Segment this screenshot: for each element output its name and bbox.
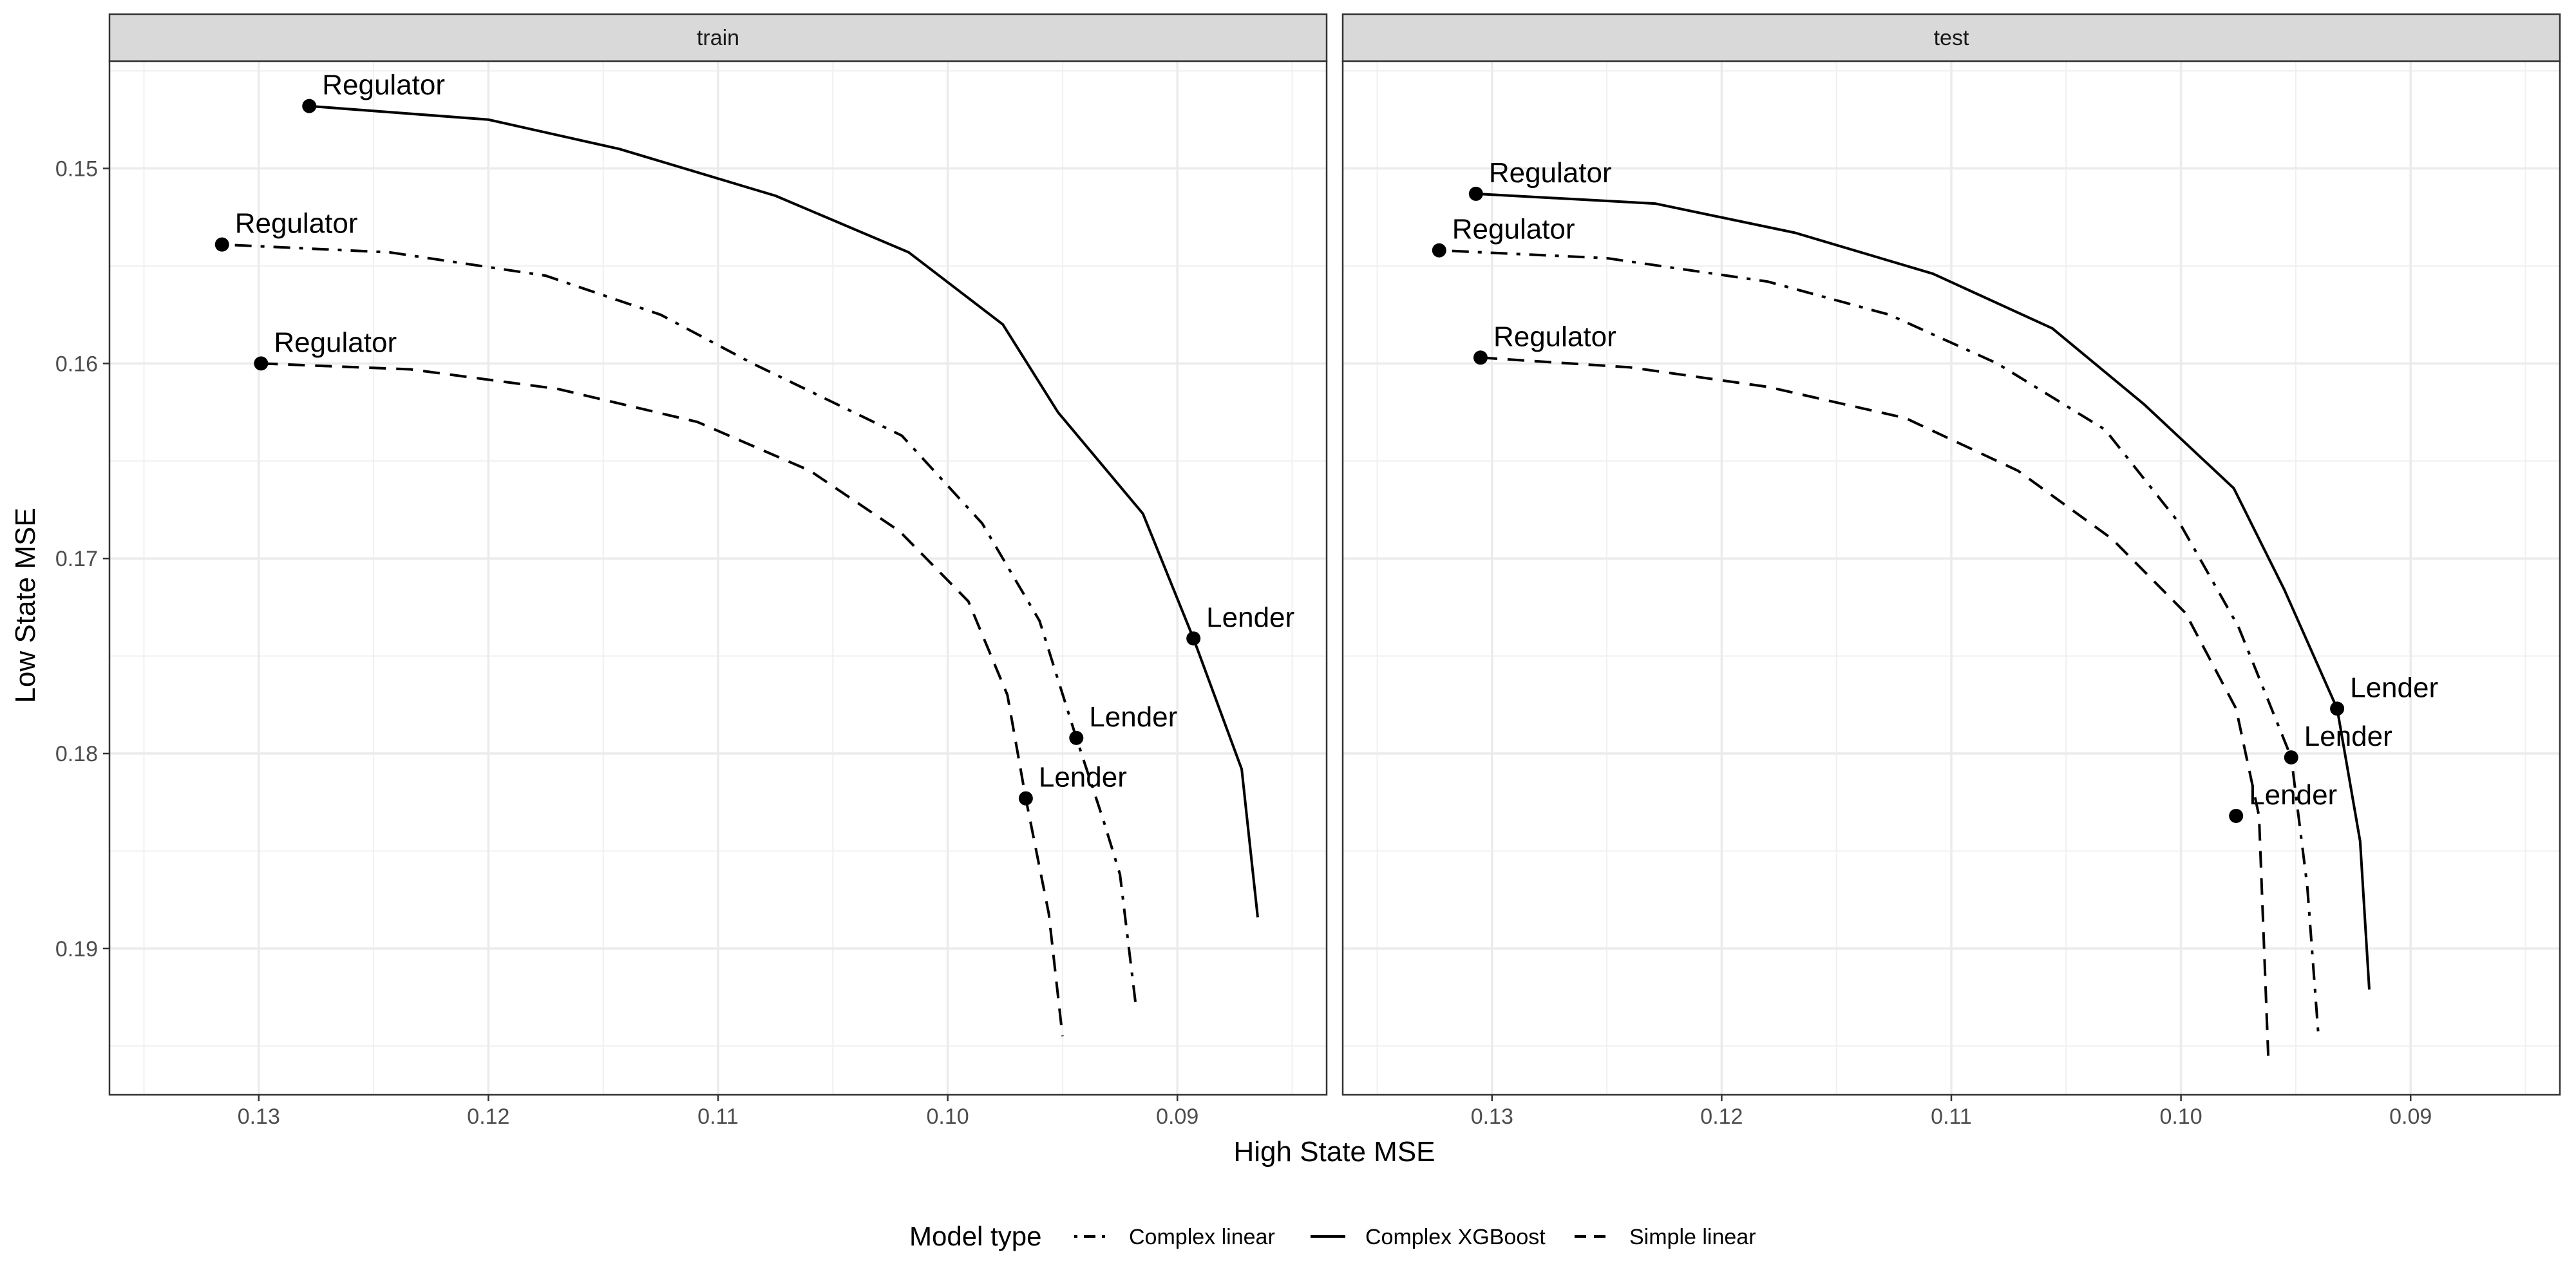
- endpoint-marker-lender: [2284, 750, 2298, 765]
- facet-strip: [1341, 13, 2561, 62]
- panel-border: [1341, 60, 2561, 1096]
- panel-train: train 0.13 0.12 0.11 0.10 0.09 0.15 0.16 0.17 0.1…: [55, 13, 1328, 1129]
- y-tick-label: 0.17: [55, 547, 98, 571]
- x-tick-label: 0.09: [1156, 1104, 1198, 1129]
- panels: train 0.13 0.12 0.11 0.10 0.09 0.15 0.16 0.17 0.1…: [55, 13, 2561, 1129]
- endpoint-marker-regulator: [1473, 350, 1488, 365]
- x-tick-label: 0.09: [2389, 1104, 2432, 1129]
- endpoint-marker-lender: [1069, 730, 1084, 745]
- endpoint-label-regulator: Regulator: [1489, 157, 1612, 189]
- series-line-complex-xgboost: [309, 104, 1259, 918]
- facet-strip-label: test: [1934, 26, 1969, 50]
- x-tick-label: 0.11: [1931, 1104, 1972, 1129]
- endpoint-marker-lender: [1018, 791, 1033, 806]
- x-tick-label: 0.13: [238, 1104, 280, 1129]
- panel-border: [108, 60, 1328, 1096]
- endpoint-label-lender: Lender: [1089, 701, 1177, 733]
- facet-strip-label: train: [697, 26, 739, 50]
- x-tick-label: 0.10: [2160, 1104, 2202, 1129]
- legend-label-complex-linear: Complex linear: [1129, 1225, 1275, 1249]
- endpoint-marker-regulator: [1432, 243, 1446, 258]
- x-tick-label: 0.12: [467, 1104, 509, 1129]
- endpoint-label-lender: Lender: [1039, 762, 1127, 793]
- x-axis-title: High State MSE: [1233, 1136, 1435, 1168]
- series-line-complex-xgboost: [1475, 192, 2371, 990]
- endpoint-label-lender: Lender: [1206, 601, 1294, 633]
- endpoint-marker-lender: [2229, 808, 2244, 823]
- x-tick-label: 0.13: [1471, 1104, 1513, 1129]
- legend-label-simple-linear: Simple linear: [1629, 1225, 1756, 1249]
- series-line-complex-linear: [1439, 249, 2320, 1041]
- endpoint-label-regulator: Regulator: [1493, 321, 1616, 352]
- x-tick-label: 0.12: [1700, 1104, 1743, 1129]
- legend-label-complex-xgboost: Complex XGBoost: [1365, 1225, 1546, 1249]
- endpoint-label-regulator: Regulator: [322, 70, 445, 101]
- endpoint-marker-lender: [2330, 701, 2345, 716]
- y-tick-label: 0.15: [55, 157, 98, 182]
- endpoint-marker-regulator: [1468, 186, 1483, 201]
- endpoint-marker-regulator: [254, 356, 269, 371]
- y-tick-label: 0.16: [55, 352, 98, 376]
- y-tick-label: 0.18: [55, 742, 98, 766]
- endpoint-label-regulator: Regulator: [1452, 214, 1575, 245]
- legend-title: Model type: [909, 1221, 1041, 1251]
- y-tick-label: 0.19: [55, 937, 98, 961]
- endpoint-label-regulator: Regulator: [274, 327, 397, 358]
- x-tick-label: 0.11: [697, 1104, 739, 1129]
- y-axis-title: Low State MSE: [10, 507, 41, 703]
- legend: Model type Complex linear Complex XGBoost S…: [909, 1221, 1756, 1251]
- series-line-simple-linear: [261, 362, 1064, 1037]
- x-tick-label: 0.10: [927, 1104, 969, 1129]
- endpoint-marker-regulator: [214, 237, 229, 252]
- endpoint-label-lender: Lender: [2304, 721, 2392, 752]
- endpoint-marker-regulator: [302, 99, 317, 113]
- endpoint-label-lender: Lender: [2350, 672, 2438, 703]
- endpoint-label-lender: Lender: [2249, 779, 2337, 811]
- facet-strip: [108, 13, 1328, 62]
- panel-test: test 0.13 0.12 0.11 0.10 0.09 Regulator Regulat…: [1341, 13, 2561, 1129]
- endpoint-label-regulator: Regulator: [235, 208, 358, 240]
- series-line-complex-linear: [222, 243, 1137, 1007]
- series-line-simple-linear: [1480, 356, 2270, 1056]
- endpoint-marker-lender: [1186, 631, 1201, 646]
